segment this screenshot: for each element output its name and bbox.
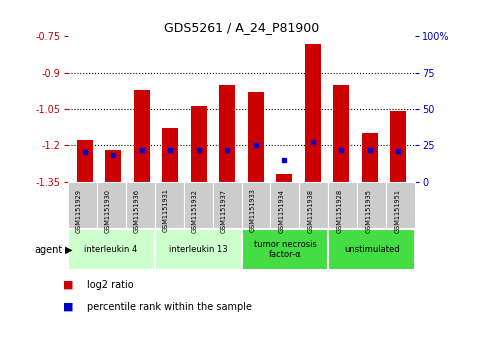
- Bar: [219, 85, 235, 182]
- Text: unstimulated: unstimulated: [344, 245, 400, 254]
- Text: GSM1151936: GSM1151936: [134, 189, 140, 233]
- Text: GSM1151931: GSM1151931: [163, 189, 169, 232]
- Bar: [134, 90, 150, 182]
- Bar: [162, 128, 178, 182]
- Bar: [276, 174, 292, 182]
- Text: interleukin 13: interleukin 13: [169, 245, 227, 254]
- Text: GSM1151938: GSM1151938: [308, 189, 314, 233]
- Bar: [390, 111, 406, 182]
- Text: GSM1151932: GSM1151932: [192, 189, 198, 233]
- Title: GDS5261 / A_24_P81900: GDS5261 / A_24_P81900: [164, 21, 319, 34]
- Text: tumor necrosis
factor-α: tumor necrosis factor-α: [254, 240, 316, 259]
- Bar: [191, 106, 207, 182]
- Text: agent: agent: [35, 245, 63, 254]
- Text: GSM1151937: GSM1151937: [221, 189, 227, 233]
- Text: GSM1151929: GSM1151929: [76, 189, 82, 233]
- Bar: [362, 133, 378, 182]
- Text: GSM1151951: GSM1151951: [395, 189, 401, 233]
- Text: GSM1151928: GSM1151928: [337, 189, 343, 233]
- Text: GSM1151930: GSM1151930: [105, 189, 111, 233]
- Text: GSM1151935: GSM1151935: [366, 189, 372, 233]
- Text: percentile rank within the sample: percentile rank within the sample: [87, 302, 252, 312]
- Text: log2 ratio: log2 ratio: [87, 280, 134, 290]
- Bar: [77, 140, 93, 182]
- Bar: [333, 85, 349, 182]
- Text: interleukin 4: interleukin 4: [85, 245, 138, 254]
- Text: ▶: ▶: [65, 245, 73, 254]
- Bar: [105, 150, 121, 182]
- Text: GSM1151934: GSM1151934: [279, 189, 285, 233]
- Bar: [305, 44, 321, 182]
- Text: GSM1151933: GSM1151933: [250, 189, 256, 232]
- Text: ■: ■: [63, 302, 73, 312]
- Text: ■: ■: [63, 280, 73, 290]
- Bar: [248, 92, 264, 182]
